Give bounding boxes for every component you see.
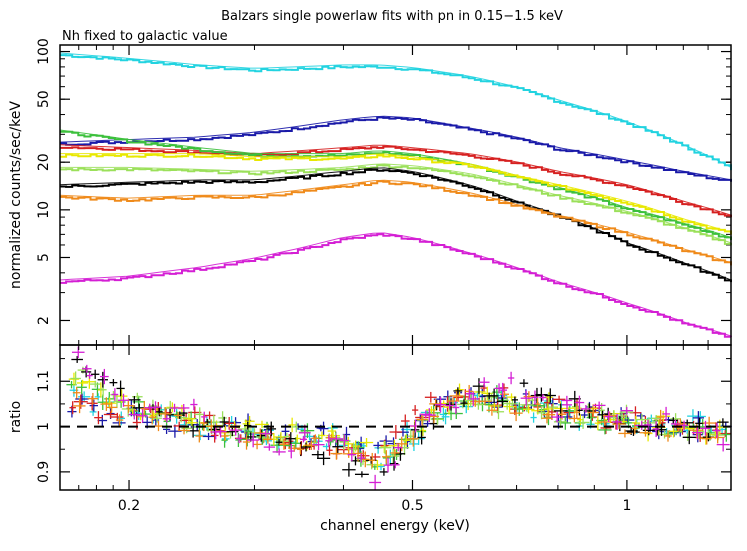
- chart-title: Balzars single powerlaw fits with pn in …: [221, 9, 563, 24]
- ratio-y-tick-label: 1: [36, 422, 52, 431]
- spectra-y-tick-label: 10: [36, 201, 52, 219]
- spectra-series-magenta: [60, 233, 732, 338]
- spectra-panel: 2 5 10 20 50 100 normalized counts/sec/keV: [8, 38, 732, 346]
- spectra-model-black: [59, 167, 732, 281]
- spectra-y-tick-label: 2: [36, 316, 52, 325]
- ratio-y-axis-label: ratio: [8, 401, 24, 433]
- ratio-axis-ticks: 0.9 1 1.1: [36, 358, 731, 483]
- spectra-model-cyan: [59, 52, 732, 168]
- spectra-series-green: [60, 130, 732, 241]
- spectra-series-yellow: [60, 153, 732, 235]
- spectra-series-orange: [60, 180, 732, 266]
- spectra-model-magenta: [59, 232, 732, 337]
- x-tick-label: 0.2: [118, 498, 140, 514]
- spectra-frame: [59, 44, 732, 346]
- x-tick-label: 1: [622, 498, 631, 514]
- spectra-series-blue: [60, 116, 732, 182]
- spectra-model-orange: [59, 179, 732, 264]
- x-axis-label: channel energy (keV): [320, 518, 470, 534]
- chart-subtitle: Nh fixed to galactic value: [62, 29, 228, 44]
- spectra-y-axis-label: normalized counts/sec/keV: [8, 101, 24, 289]
- spectra-axis-ticks: 2 5 10 20 50 100: [36, 38, 731, 325]
- spectra-model-yellow: [60, 153, 732, 233]
- spectra-series-red: [60, 145, 732, 218]
- spectra-y-tick-label: 50: [36, 90, 52, 108]
- ratio-series-black: [71, 356, 729, 478]
- x-axis-ticks: 0.2 0.5 1: [78, 45, 709, 514]
- spectra-model-lightgreen: [60, 163, 732, 244]
- ratio-y-tick-label: 1.1: [36, 370, 52, 392]
- spectra-model-green: [59, 129, 732, 238]
- spectra-y-tick-label: 20: [36, 153, 52, 171]
- ratio-y-tick-label: 0.9: [36, 461, 52, 483]
- x-tick-label: 0.5: [401, 498, 423, 514]
- spectra-series-group: [59, 52, 732, 338]
- spectra-series-lightgreen: [60, 164, 732, 246]
- spectra-model-blue: [59, 115, 732, 181]
- spectra-y-tick-label: 5: [36, 253, 52, 262]
- spectra-series-cyan: [60, 54, 732, 171]
- ratio-frame: [59, 344, 732, 491]
- spectra-model-red: [59, 144, 732, 216]
- spectra-y-tick-label: 100: [36, 38, 52, 65]
- ratio-series-magenta: [71, 346, 730, 491]
- ratio-series-group: [66, 346, 732, 491]
- ratio-panel: 0.9 1 1.1 ratio: [8, 344, 732, 491]
